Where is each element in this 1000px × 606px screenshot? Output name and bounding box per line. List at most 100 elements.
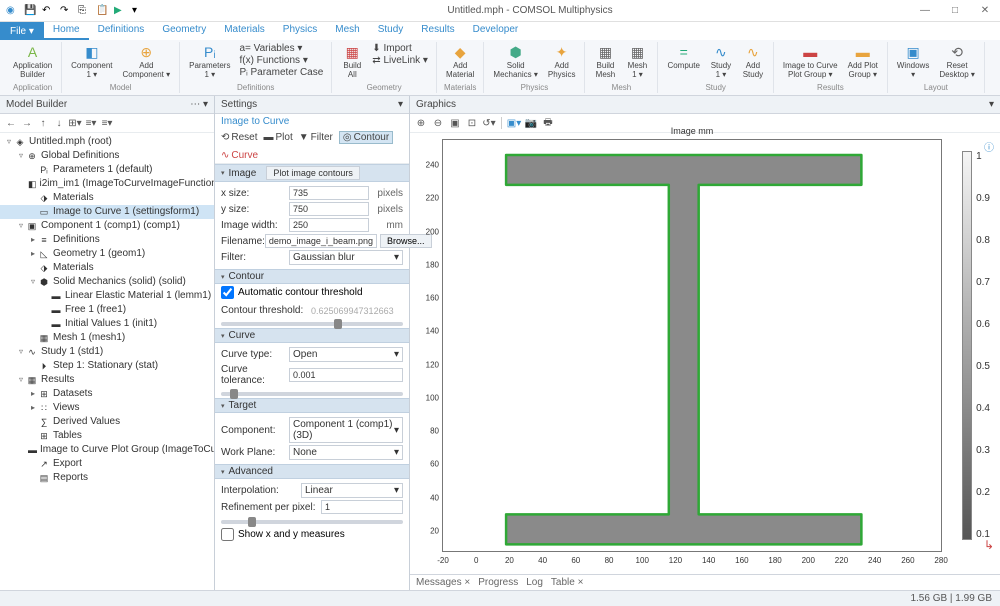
undo-icon[interactable]: ↶ xyxy=(42,5,54,17)
add-component-button[interactable]: ⊕AddComponent ▾ xyxy=(118,42,176,81)
up-icon[interactable]: ↑ xyxy=(36,116,50,130)
tab-study[interactable]: Study xyxy=(369,22,413,40)
refinement-slider[interactable] xyxy=(221,520,403,524)
tree-item[interactable]: ▸≡Definitions xyxy=(0,233,214,247)
plot-area[interactable]: Image mm 2040608010012014016018020022024… xyxy=(442,139,942,552)
tab-developer[interactable]: Developer xyxy=(464,22,528,40)
tree-item[interactable]: ▸◺Geometry 1 (geom1) xyxy=(0,247,214,261)
param-case-button[interactable]: Pᵢ Parameter Case xyxy=(239,67,323,78)
parameters-button[interactable]: PᵢParameters1 ▾ xyxy=(184,42,235,81)
tab-home[interactable]: Home xyxy=(44,22,89,40)
file-menu[interactable]: File ▾ xyxy=(0,22,44,40)
tree-item[interactable]: ↗Export xyxy=(0,457,214,471)
i2c-plotgroup-button[interactable]: ▬Image to CurvePlot Group ▾ xyxy=(778,42,843,81)
windows-button[interactable]: ▣Windows▾ xyxy=(892,42,934,81)
close-button[interactable]: ✕ xyxy=(970,0,1000,22)
tree-item[interactable]: ⏵Step 1: Stationary (stat) xyxy=(0,359,214,373)
add-material-button[interactable]: ◆AddMaterial xyxy=(441,42,479,81)
tree-item[interactable]: ▬Linear Elastic Material 1 (lemm1) xyxy=(0,289,214,303)
tab-definitions[interactable]: Definitions xyxy=(89,22,154,40)
msg-tab[interactable]: Progress xyxy=(478,577,518,588)
fwd-icon[interactable]: → xyxy=(20,116,34,130)
contour-action[interactable]: ◎ Contour xyxy=(339,131,393,144)
component-select[interactable]: Component 1 (comp1) (3D)▾ xyxy=(289,417,403,443)
curve-slider[interactable] xyxy=(221,392,403,396)
reset-desktop-button[interactable]: ⟲ResetDesktop ▾ xyxy=(934,42,980,81)
tab-results[interactable]: Results xyxy=(412,22,463,40)
build-all-button[interactable]: ▦BuildAll xyxy=(336,42,368,81)
tree-item[interactable]: ▿▣Component 1 (comp1) (comp1) xyxy=(0,219,214,233)
filter-select[interactable]: Gaussian blur▾ xyxy=(289,250,403,265)
add-physics-button[interactable]: ✦AddPhysics xyxy=(543,42,581,81)
panel-menu-icon[interactable]: ▾ xyxy=(989,99,994,110)
paste-icon[interactable]: 📋 xyxy=(96,5,108,17)
curve-type-select[interactable]: Open▾ xyxy=(289,347,403,362)
more-icon[interactable]: ▾ xyxy=(132,5,144,17)
import-button[interactable]: ⬇ Import xyxy=(372,43,428,54)
contour-slider[interactable] xyxy=(221,322,403,326)
tree-item[interactable]: ⬗Materials xyxy=(0,261,214,275)
image-width-input[interactable]: 250 xyxy=(289,218,369,232)
tab-materials[interactable]: Materials xyxy=(215,22,274,40)
axis-icon[interactable]: ↳ xyxy=(984,538,994,552)
workplane-select[interactable]: None▾ xyxy=(289,445,403,460)
filename-input[interactable]: demo_image_i_beam.png xyxy=(265,234,377,248)
mesh1-button[interactable]: ▦Mesh1 ▾ xyxy=(621,42,653,81)
panel-menu-icon[interactable]: ▾ xyxy=(398,99,403,110)
functions-button[interactable]: f(x) Functions ▾ xyxy=(239,55,323,66)
tree-item[interactable]: ▸⊞Datasets xyxy=(0,387,214,401)
showxy-checkbox[interactable] xyxy=(221,528,234,541)
save-icon[interactable]: 💾 xyxy=(24,5,36,17)
filter-action[interactable]: ▼ Filter xyxy=(299,132,333,143)
minimize-button[interactable]: — xyxy=(910,0,940,22)
collapse-icon[interactable]: ≡▾ xyxy=(84,116,98,130)
variables-button[interactable]: a= Variables ▾ xyxy=(239,43,323,54)
tree-item[interactable]: ◧i2im_im1 (ImageToCurveImageFunction) xyxy=(0,177,214,191)
tree-item[interactable]: ⬗Materials xyxy=(0,191,214,205)
msg-tab[interactable]: Messages × xyxy=(416,577,470,588)
copy-icon[interactable]: ⎘ xyxy=(78,5,90,17)
play-icon[interactable]: ▶ xyxy=(114,5,126,17)
plot-image-contours-button[interactable]: Plot image contours xyxy=(266,166,360,180)
redo-icon[interactable]: ↷ xyxy=(60,5,72,17)
xsize-input[interactable]: 735 xyxy=(289,186,369,200)
compute-button[interactable]: =Compute xyxy=(662,42,704,72)
filter-icon[interactable]: ≡▾ xyxy=(100,116,114,130)
tree-item[interactable]: ∑Derived Values xyxy=(0,415,214,429)
zoom-in-icon[interactable]: ⊕ xyxy=(414,116,428,130)
panel-menu-icon[interactable]: ⋯ ▾ xyxy=(190,99,208,110)
plot-action[interactable]: ▬ Plot xyxy=(264,132,293,143)
curve-tol-input[interactable]: 0.001 xyxy=(289,368,403,382)
curve-action[interactable]: ∿ Curve xyxy=(221,150,258,161)
back-icon[interactable]: ← xyxy=(4,116,18,130)
tree-item[interactable]: ▸∷Views xyxy=(0,401,214,415)
solid-mechanics-button[interactable]: ⬢SolidMechanics ▾ xyxy=(488,42,542,81)
msg-tab[interactable]: Log xyxy=(526,577,543,588)
tree-item[interactable]: ▿⬢Solid Mechanics (solid) (solid) xyxy=(0,275,214,289)
down-icon[interactable]: ↓ xyxy=(52,116,66,130)
tab-mesh[interactable]: Mesh xyxy=(326,22,368,40)
tree-item[interactable]: ▬Image to Curve Plot Group (ImageToCurve… xyxy=(0,443,214,457)
tree-item[interactable]: ▿∿Study 1 (std1) xyxy=(0,345,214,359)
tree-item[interactable]: ▿⊕Global Definitions xyxy=(0,149,214,163)
ysize-input[interactable]: 750 xyxy=(289,202,369,216)
tree-item[interactable]: ▦Mesh 1 (mesh1) xyxy=(0,331,214,345)
model-tree[interactable]: ▿◈Untitled.mph (root)▿⊕Global Definition… xyxy=(0,133,214,590)
tree-item[interactable]: ▿◈Untitled.mph (root) xyxy=(0,135,214,149)
livelink-button[interactable]: ⇄ LiveLink ▾ xyxy=(372,55,428,66)
application-builder-button[interactable]: AApplicationBuilder xyxy=(8,42,57,81)
refinement-input[interactable]: 1 xyxy=(321,500,403,514)
auto-contour-checkbox[interactable] xyxy=(221,286,234,299)
expand-icon[interactable]: ⊞▾ xyxy=(68,116,82,130)
tree-item[interactable]: ▿▦Results xyxy=(0,373,214,387)
study1-button[interactable]: ∿Study1 ▾ xyxy=(705,42,737,81)
tree-item[interactable]: ⊞Tables xyxy=(0,429,214,443)
info-icon[interactable]: ⓘ xyxy=(984,139,994,154)
tree-item[interactable]: ▤Reports xyxy=(0,471,214,485)
build-mesh-button[interactable]: ▦BuildMesh xyxy=(589,42,621,81)
maximize-button[interactable]: □ xyxy=(940,0,970,22)
component-button[interactable]: ◧Component1 ▾ xyxy=(66,42,117,81)
add-plotgroup-button[interactable]: ▬Add PlotGroup ▾ xyxy=(843,42,883,81)
tab-geometry[interactable]: Geometry xyxy=(153,22,215,40)
message-tabs[interactable]: Messages ×ProgressLogTable × xyxy=(410,574,1000,590)
